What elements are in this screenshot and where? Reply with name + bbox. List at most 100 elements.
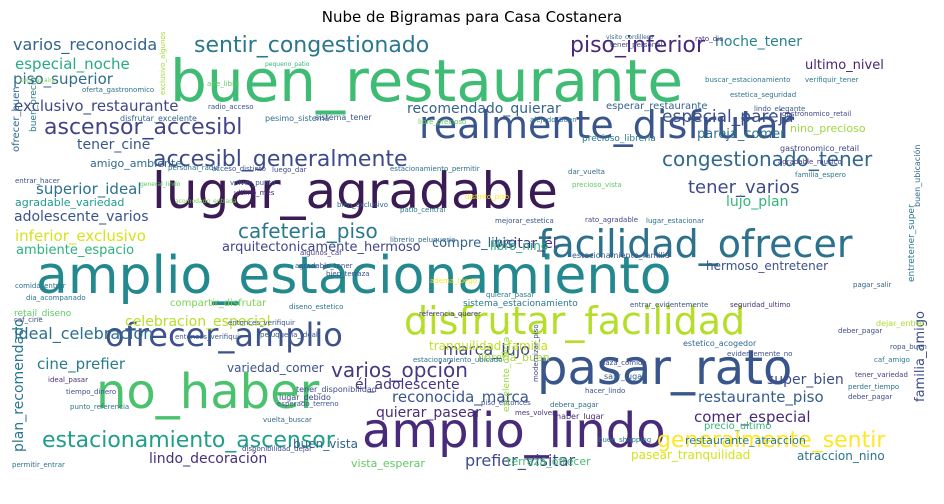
bigram-word: piso_inferior (570, 33, 705, 58)
bigram-word: dar_vuelta (568, 168, 605, 176)
bigram-word: aire_libre (207, 80, 240, 88)
bigram-word: tener_personal (610, 41, 663, 49)
bigram-word: general_lindo (140, 181, 181, 188)
bigram-word: amigo_ambiente (90, 157, 183, 170)
bigram-word: buen_ubicación (913, 144, 922, 207)
bigram-word: acomodado_entrada (175, 198, 237, 205)
bigram-word: esperado_terreno (277, 400, 339, 408)
bigram-word: lindo_elegante (754, 105, 806, 113)
bigram-word: amplio_lindo (362, 403, 666, 459)
bigram-word: seguridad_ultimo (730, 301, 791, 309)
bigram-word: lugar_debido (279, 393, 331, 402)
bigram-word: varios_opción (331, 358, 468, 382)
bigram-word: estacionamiento_permitir (390, 165, 480, 173)
bigram-word: disfrutar_excelente (120, 114, 197, 123)
bigram-word: lindo_decoración (149, 451, 268, 467)
bigram-word: agradable_musico (778, 158, 842, 166)
bigram-word: pesimo_sistema (265, 114, 330, 123)
bigram-word: sistema_tener (315, 113, 372, 122)
bigram-word: gastronomico_retail (782, 110, 852, 118)
chart-title: Nube de Bigramas para Casa Costanera (321, 8, 623, 26)
bigram-word: plaza_comida (599, 359, 647, 367)
bigram-word: restaurante_piso (698, 388, 824, 406)
bigram-word: debera_pagar (550, 401, 599, 409)
bigram-word: patio_central (400, 206, 446, 214)
bigram-word: generalmente_sentir (657, 428, 886, 453)
bigram-word: varios_reconocida (13, 35, 158, 54)
bigram-word: tener_varios (688, 177, 800, 198)
bigram-word: sentir_congestionado (194, 33, 430, 58)
bigram-word: precioso_libreria (582, 134, 656, 144)
bigram-word: congestionado_tener (662, 147, 873, 171)
bigram-word: amplio_estacionamiento (36, 246, 672, 306)
bigram-word: volver_punto (230, 179, 276, 187)
bigram-word: ideal_pasar (48, 376, 88, 384)
bigram-word: celebracion_especial (125, 314, 271, 330)
bigram-word: comer_especial (694, 408, 811, 426)
bigram-word: punto_referencia (70, 403, 130, 411)
bigram-word: realmente_disfrutar (419, 103, 795, 147)
bigram-word: pasar_rato (537, 340, 793, 396)
bigram-word: piso_superior (13, 70, 113, 88)
bigram-word: dejar_entrar (876, 319, 926, 328)
bigram-word: facilidad_ofrecer (538, 222, 853, 266)
bigram-word: referencia_querer (419, 310, 481, 318)
bigram-word: buen_precio (29, 77, 39, 132)
bigram-word: evidentemente_no (727, 350, 793, 358)
bigram-word: buen_shopping (598, 436, 652, 444)
bigram-word: buscar_estacionamiento (705, 76, 791, 84)
bigram-word: tener_variedad (855, 371, 908, 379)
bigram-word: libreria_buen (478, 351, 550, 364)
bigram-word: bien_exclusivo (337, 201, 389, 209)
bigram-word: precio_ultimo (704, 421, 772, 432)
bigram-word: recomendado_quierar (407, 101, 561, 117)
bigram-word: central_aire (20, 77, 56, 84)
bigram-word: ideal_celebracion (14, 324, 154, 343)
bigram-word: estacionamiento_ubicado (413, 356, 503, 364)
bigram-word: visito_cordillero (606, 34, 653, 41)
bigram-word: ofrecer_buen (11, 86, 22, 152)
bigram-word: adolescente_varios (14, 209, 149, 225)
bigram-word: visitar_él (494, 236, 557, 252)
bigram-word: agradable_tener (295, 262, 353, 270)
bigram-word: buen_restaurante (170, 47, 684, 115)
bigram-word: pasear_tranquilidad (631, 448, 751, 462)
bigram-word: lugar_estacionar (646, 217, 705, 225)
bigram-word: mejorar_estetica (495, 217, 554, 225)
bigram-word: caf_amigo (874, 356, 910, 364)
bigram-word: quierar_pasear (376, 405, 482, 421)
bigram-word: noche_tener (715, 34, 802, 50)
bigram-word: atraccion_nino (797, 449, 885, 463)
bigram-word: exclusivo_algunos (159, 32, 167, 96)
bigram-word: accesibl_generalmente (153, 147, 408, 172)
bigram-word: peluqueria_ideal (260, 331, 318, 339)
bigram-word: libro_nino (490, 239, 549, 253)
bigram-word: diseno_estetico (289, 303, 344, 311)
bigram-word: entrar_evidentemente (630, 301, 709, 309)
bigram-word: superior_ideal (36, 180, 142, 198)
bigram-word: deber_pagar (838, 327, 883, 335)
bigram-word: bien_terraza (326, 270, 370, 278)
bigram-word: plan_recomendado (11, 318, 27, 452)
bigram-word: hacer_lindo (585, 387, 626, 395)
bigram-word: hermoso_entretener (706, 259, 829, 273)
bigram-word: verifiquir_tener (805, 76, 859, 84)
bigram-word: adema_luego (430, 277, 478, 285)
bigram-word: estacionamiento_ascensor (42, 428, 335, 453)
bigram-word: retail_diseno (14, 309, 72, 319)
bigram-word: precioso_vista (572, 181, 622, 189)
bigram-word: rato_dia (695, 35, 724, 43)
bigram-word: cine_prefier (37, 355, 126, 373)
bigram-word: permitir_entrar (12, 461, 65, 469)
bigram-word: ultimo_nivel (805, 58, 884, 73)
bigram-word: compre_libro (432, 236, 517, 251)
bigram-word: familia_espero (795, 171, 846, 179)
bigram-word: mes_volver (515, 409, 555, 417)
bigram-word: no_haber (96, 364, 320, 420)
bigram-word: estetica_seguridad (730, 91, 797, 99)
bigram-word: especial_pareja (662, 107, 794, 127)
bigram-word: variedad_comer (227, 361, 324, 375)
bigram-word: libre_precioso (418, 118, 467, 126)
bigram-word: prefier_visitar (465, 451, 576, 470)
bigram-word: ascensor_accesibl (44, 115, 243, 140)
